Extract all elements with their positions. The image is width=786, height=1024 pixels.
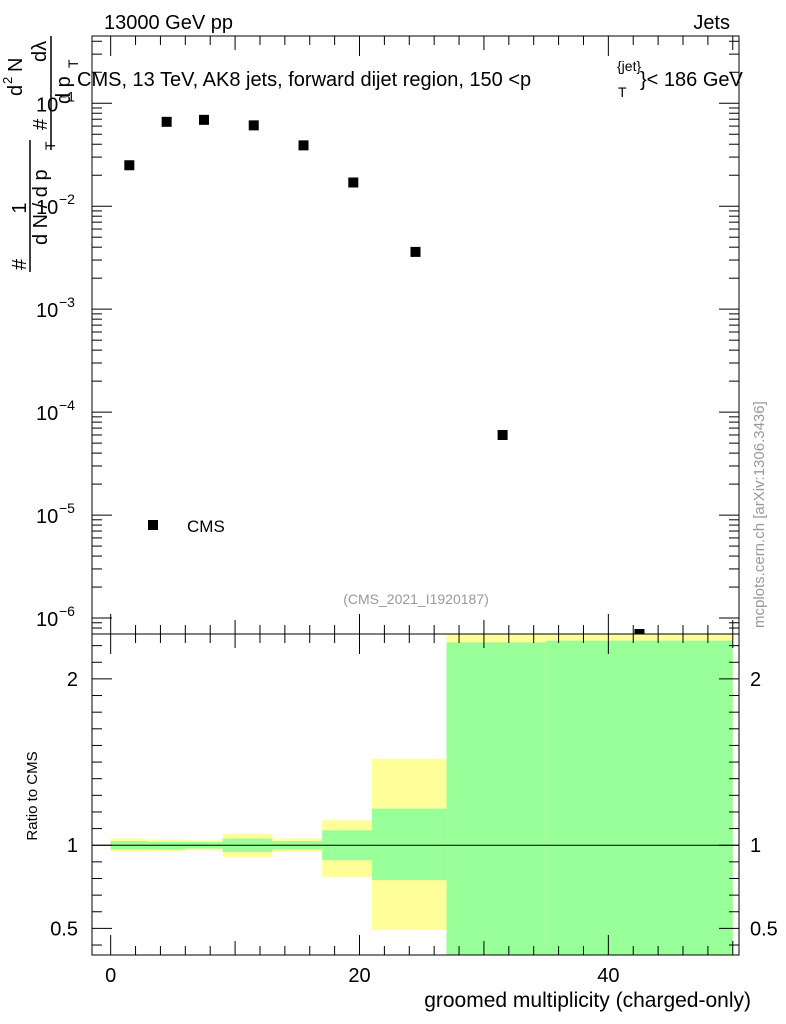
svg-text:CMS, 13 TeV, AK8 jets, forward: CMS, 13 TeV, AK8 jets, forward dijet reg…	[77, 69, 531, 91]
title-post: }< 186 GeV	[640, 69, 744, 91]
ylabel-dpt: d p	[53, 76, 75, 104]
energy-label: 13000 GeV pp	[104, 12, 233, 34]
main-ylabel: 1 # d N / d p T # d 2 N d p T dλ	[0, 36, 81, 272]
legend: CMS	[148, 517, 225, 536]
main-y-tick-label: 10	[36, 300, 58, 322]
ratio-inner-band	[446, 642, 547, 955]
main-y-tick-label: 10	[36, 609, 58, 631]
ylabel-numerator-n: N	[5, 58, 27, 72]
data-point	[497, 429, 508, 440]
main-y-tick-labels: 10−610−510−410−310−210−1	[36, 88, 75, 631]
ratio-y-tick-label: 2	[67, 669, 78, 691]
title-sub: T	[618, 84, 627, 100]
data-point	[248, 120, 259, 131]
ratio-ticks	[92, 634, 739, 955]
ratio-tick-labels: 0.5 0.51 12 20 20 40	[50, 669, 778, 987]
ylabel-numerator-exp: 2	[0, 77, 15, 84]
ylabel-dpt-sub: T	[65, 59, 81, 68]
category-label: Jets	[693, 12, 730, 34]
ratio-ylabel: Ratio to CMS	[24, 751, 41, 840]
ratio-y-tick-label: 1	[67, 835, 78, 857]
ylabel-denominator-sub: T	[42, 141, 58, 150]
main-y-tick-label: 10	[36, 403, 58, 425]
ylabel-hash2: #	[30, 118, 52, 130]
main-y-tick-label: 10	[36, 506, 58, 528]
data-point	[410, 246, 421, 257]
chart-title: CMS, 13 TeV, AK8 jets, forward dijet reg…	[77, 58, 744, 100]
ratio-y-tick-label-right: 0.5	[750, 918, 778, 940]
watermark: mcplots.cern.ch [arXiv:1306.3436]	[751, 401, 768, 628]
ylabel-hash: #	[9, 258, 31, 270]
legend-label-cms: CMS	[187, 517, 225, 536]
ratio-inner-band	[546, 640, 733, 955]
ratio-y-tick-label: 0.5	[50, 918, 78, 940]
ylabel-one: 1	[9, 202, 31, 213]
ratio-inner-band	[371, 808, 447, 881]
x-tick-label: 40	[597, 965, 619, 987]
ratio-bands	[110, 634, 733, 955]
main-y-tick-label-exp: −3	[59, 294, 75, 310]
data-point	[348, 177, 359, 188]
ylabel-dlambda: dλ	[29, 41, 51, 62]
ylabel-numerator: d	[5, 85, 27, 96]
main-y-tick-label: 10	[36, 197, 58, 219]
main-y-tick-label-exp: −4	[59, 397, 75, 413]
analysis-id: (CMS_2021_I1920187)	[343, 591, 489, 607]
data-point	[198, 114, 209, 125]
main-panel: 10−610−510−410−310−210−1 CMS, 13 TeV, AK…	[36, 35, 744, 639]
ylabel-denominator: d N / d p	[30, 169, 52, 245]
x-tick-label: 0	[105, 965, 116, 987]
main-y-tick-label-exp: −5	[59, 500, 75, 516]
main-y-tick-label-exp: −2	[59, 191, 75, 207]
x-axis-label: groomed multiplicity (charged-only)	[424, 989, 751, 1012]
ratio-y-tick-label-right: 1	[750, 835, 761, 857]
title-sup: {jet}	[617, 58, 641, 74]
ratio-panel: 0.5 0.51 12 20 20 40 Ratio to CMS groomed mul…	[24, 633, 778, 1012]
x-tick-label: 20	[348, 965, 370, 987]
data-point	[298, 140, 309, 151]
main-y-tick-label: 10	[36, 94, 58, 116]
data-point	[161, 116, 172, 127]
main-y-tick-label-exp: −6	[59, 603, 75, 619]
ratio-y-tick-label-right: 2	[750, 669, 761, 691]
main-frame	[91, 35, 740, 635]
main-y-tick-label-exp: −1	[59, 88, 75, 104]
ratio-frame	[91, 633, 740, 956]
main-data-points	[124, 114, 645, 639]
data-point	[124, 160, 135, 171]
main-y-ticks	[92, 36, 739, 635]
title-pre: CMS, 13 TeV, AK8 jets, forward dijet reg…	[77, 69, 531, 91]
legend-marker-cms	[148, 520, 158, 530]
